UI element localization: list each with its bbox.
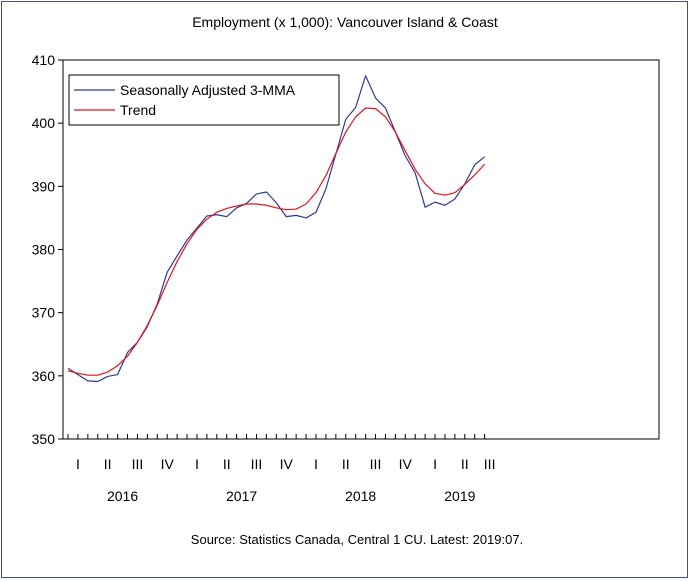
x-quarter-label: IV [280, 456, 294, 472]
x-year-label: 2019 [444, 488, 475, 504]
y-tick-label: 360 [32, 368, 56, 384]
x-quarter-label: III [484, 456, 496, 472]
legend-box [68, 74, 340, 126]
legend-label-sa3mma: Seasonally Adjusted 3-MMA [120, 82, 296, 98]
y-tick-label: 350 [32, 431, 56, 447]
x-quarter-label: III [370, 456, 382, 472]
chart-title: Employment (x 1,000): Vancouver Island &… [192, 14, 498, 30]
x-quarter-label: I [195, 456, 199, 472]
x-quarter-label: III [251, 456, 263, 472]
x-quarter-label: II [104, 456, 112, 472]
y-tick-label: 410 [32, 52, 56, 68]
x-quarter-label: I [76, 456, 80, 472]
x-quarter-label: IV [161, 456, 175, 472]
y-tick-label: 390 [32, 178, 56, 194]
x-quarter-label: III [132, 456, 144, 472]
x-quarter-label: II [342, 456, 350, 472]
x-quarter-label: IV [399, 456, 413, 472]
legend: Seasonally Adjusted 3-MMA Trend [68, 74, 340, 126]
x-quarter-label: I [433, 456, 437, 472]
x-quarter-label: II [461, 456, 469, 472]
y-axis: 350 360 370 380 390 400 410 [32, 52, 63, 447]
x-quarter-label: I [314, 456, 318, 472]
x-year-label: 2018 [345, 488, 376, 504]
x-quarter-label: II [223, 456, 231, 472]
source-note: Source: Statistics Canada, Central 1 CU.… [191, 532, 523, 547]
x-year-label: 2017 [226, 488, 257, 504]
series-lines [67, 75, 486, 383]
x-year-label: 2016 [107, 488, 138, 504]
y-tick-label: 370 [32, 305, 56, 321]
series-line-trend [67, 107, 486, 376]
y-tick-label: 380 [32, 242, 56, 258]
legend-label-trend: Trend [120, 102, 156, 118]
y-tick-label: 400 [32, 115, 56, 131]
